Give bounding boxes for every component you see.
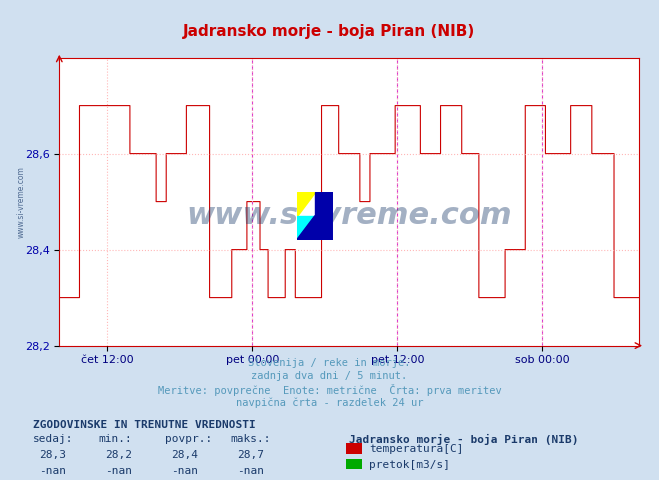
Text: Slovenija / reke in morje.: Slovenija / reke in morje. — [248, 358, 411, 368]
Text: ZGODOVINSKE IN TRENUTNE VREDNOSTI: ZGODOVINSKE IN TRENUTNE VREDNOSTI — [33, 420, 256, 430]
Text: sedaj:: sedaj: — [33, 434, 73, 444]
Text: 28,2: 28,2 — [105, 450, 132, 460]
Text: Jadransko morje - boja Piran (NIB): Jadransko morje - boja Piran (NIB) — [183, 24, 476, 39]
Text: Jadransko morje - boja Piran (NIB): Jadransko morje - boja Piran (NIB) — [349, 434, 579, 445]
Text: www.si-vreme.com: www.si-vreme.com — [17, 166, 26, 238]
Text: 28,7: 28,7 — [237, 450, 264, 460]
Text: 28,4: 28,4 — [171, 450, 198, 460]
Polygon shape — [297, 192, 315, 216]
Text: povpr.:: povpr.: — [165, 434, 212, 444]
Text: min.:: min.: — [99, 434, 132, 444]
Text: www.si-vreme.com: www.si-vreme.com — [186, 202, 512, 230]
Text: pretok[m3/s]: pretok[m3/s] — [369, 460, 450, 469]
Text: maks.:: maks.: — [231, 434, 271, 444]
Text: zadnja dva dni / 5 minut.: zadnja dva dni / 5 minut. — [251, 371, 408, 381]
Text: navpična črta - razdelek 24 ur: navpična črta - razdelek 24 ur — [236, 398, 423, 408]
Text: 28,3: 28,3 — [40, 450, 67, 460]
Text: -nan: -nan — [237, 466, 264, 476]
Text: -nan: -nan — [105, 466, 132, 476]
Polygon shape — [297, 216, 315, 240]
Text: -nan: -nan — [40, 466, 67, 476]
Text: Meritve: povprečne  Enote: metrične  Črta: prva meritev: Meritve: povprečne Enote: metrične Črta:… — [158, 384, 501, 396]
Polygon shape — [297, 216, 333, 240]
Text: -nan: -nan — [171, 466, 198, 476]
Polygon shape — [315, 192, 333, 216]
Text: temperatura[C]: temperatura[C] — [369, 444, 463, 454]
